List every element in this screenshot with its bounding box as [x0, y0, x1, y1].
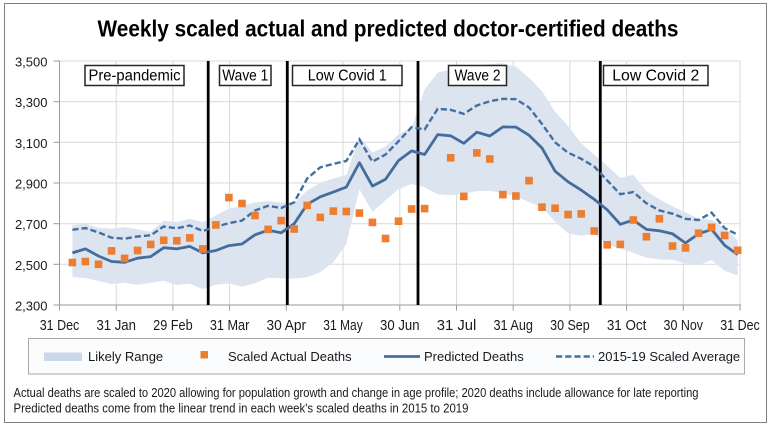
svg-text:31 Dec: 31 Dec	[40, 317, 80, 334]
svg-text:Weekly scaled actual and predi: Weekly scaled actual and predicted docto…	[98, 16, 679, 42]
svg-text:Predicted deaths come from the: Predicted deaths come from the linear tr…	[14, 401, 469, 416]
svg-text:Predicted Deaths: Predicted Deaths	[424, 349, 524, 364]
svg-text:3,300: 3,300	[15, 95, 48, 110]
svg-text:31 Mar: 31 Mar	[210, 317, 250, 334]
svg-text:2,700: 2,700	[15, 217, 48, 232]
svg-text:Scaled Actual Deaths: Scaled Actual Deaths	[228, 349, 352, 364]
svg-text:30 Sep: 30 Sep	[550, 317, 590, 334]
svg-text:Low Covid 2: Low Covid 2	[612, 68, 699, 85]
svg-text:31 Jul: 31 Jul	[437, 317, 477, 334]
svg-text:Likely Range: Likely Range	[88, 349, 163, 364]
svg-text:Actual deaths are scaled to 20: Actual deaths are scaled to 2020 allowin…	[14, 385, 699, 400]
svg-text:2,900: 2,900	[15, 177, 48, 192]
svg-text:31 Dec: 31 Dec	[720, 317, 760, 334]
svg-text:31 May: 31 May	[323, 317, 363, 334]
svg-text:Pre-pandemic: Pre-pandemic	[89, 68, 181, 85]
svg-text:3,500: 3,500	[15, 55, 48, 70]
svg-text:30 Jun: 30 Jun	[380, 317, 420, 334]
svg-text:31 Aug: 31 Aug	[493, 317, 533, 334]
svg-text:31 Oct: 31 Oct	[607, 317, 647, 334]
svg-text:30 Apr: 30 Apr	[267, 317, 307, 334]
svg-text:31 Jan: 31 Jan	[96, 317, 136, 334]
svg-text:2,300: 2,300	[15, 299, 48, 314]
svg-text:3,100: 3,100	[15, 136, 48, 151]
svg-text:2015-19 Scaled Average: 2015-19 Scaled Average	[598, 349, 740, 364]
svg-text:Low Covid 1: Low Covid 1	[308, 68, 387, 85]
svg-text:Wave 1: Wave 1	[222, 68, 268, 85]
svg-text:30 Nov: 30 Nov	[664, 317, 704, 334]
svg-text:29 Feb: 29 Feb	[153, 317, 193, 334]
svg-text:2,500: 2,500	[15, 258, 48, 273]
svg-text:Wave 2: Wave 2	[455, 68, 501, 85]
